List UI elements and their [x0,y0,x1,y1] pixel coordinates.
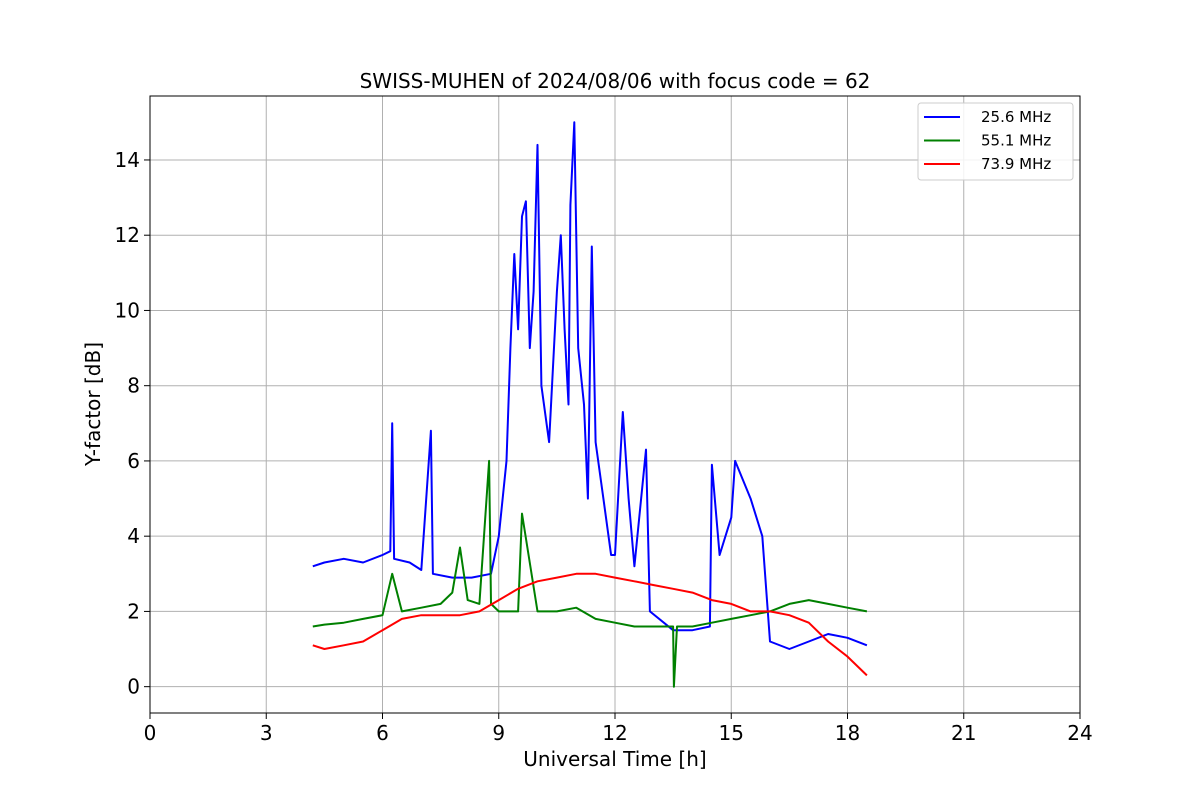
y-axis-ticks: 0 2 4 6 8 10 12 14 [115,148,150,699]
x-axis-ticks: 0 3 6 9 12 15 18 21 24 [144,713,1093,745]
x-tick-label: 9 [492,721,505,745]
series-line-1 [312,121,868,650]
legend-label: 73.9 MHz [981,155,1051,173]
y-tick-label: 12 [115,223,140,247]
y-tick-label: 6 [127,449,140,473]
x-tick-label: 12 [602,721,627,745]
chart-title: SWISS-MUHEN of 2024/08/06 with focus cod… [360,69,871,93]
y-tick-label: 4 [127,524,140,548]
x-tick-label: 6 [376,721,389,745]
y-tick-label: 8 [127,374,140,398]
series-line-3 [312,572,868,677]
y-tick-label: 2 [127,599,140,623]
x-tick-label: 21 [951,721,976,745]
x-axis-label: Universal Time [h] [523,747,706,771]
x-tick-label: 18 [835,721,860,745]
legend: 25.6 MHz 55.1 MHz 73.9 MHz [917,102,1074,181]
x-tick-label: 0 [144,721,157,745]
legend-label: 55.1 MHz [981,132,1051,150]
y-tick-label: 10 [115,298,140,322]
x-tick-label: 24 [1067,721,1092,745]
series-line-2 [312,459,868,688]
legend-box [917,102,1074,181]
y-axis-label: Y-factor [dB] [81,342,105,467]
x-tick-label: 15 [719,721,744,745]
series-layer [312,121,868,688]
y-tick-label: 14 [115,148,140,172]
legend-label: 25.6 MHz [981,108,1051,126]
x-tick-label: 3 [260,721,273,745]
y-tick-label: 0 [127,675,140,699]
